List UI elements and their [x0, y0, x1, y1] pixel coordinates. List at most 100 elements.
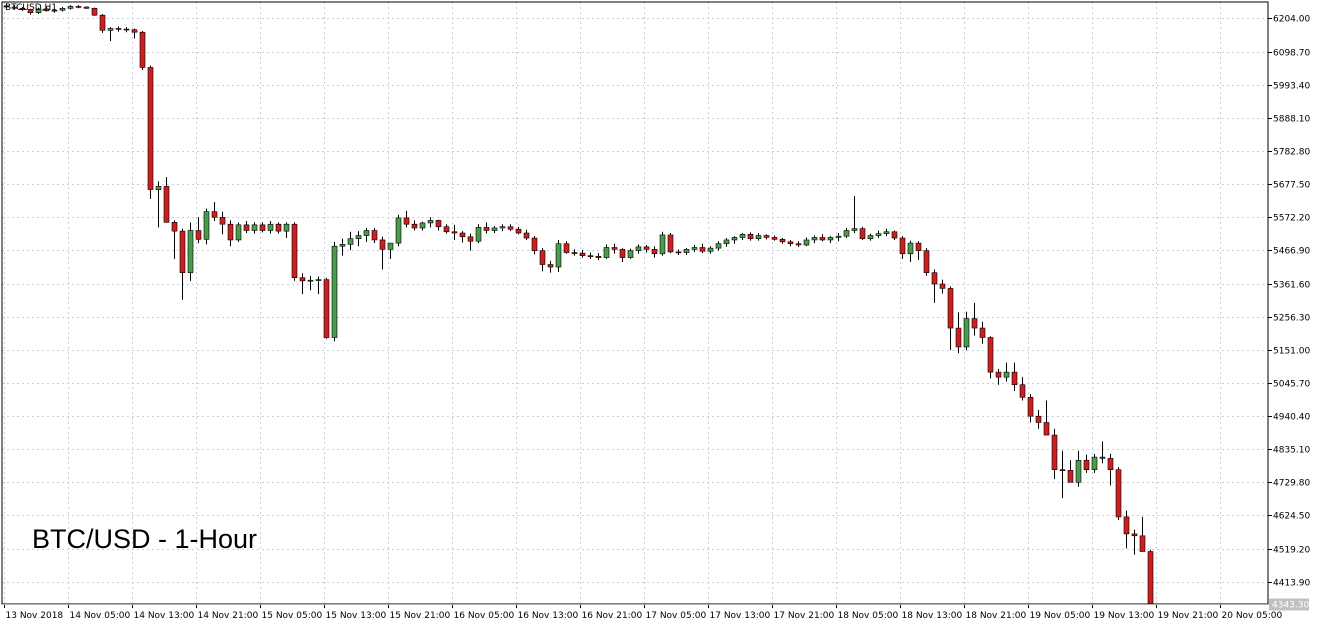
bear-candle-body — [483, 227, 490, 231]
candle — [787, 239, 794, 247]
bear-candle-body — [83, 6, 90, 9]
candle — [683, 248, 690, 256]
candle — [1123, 510, 1130, 549]
bull-candle-body — [739, 233, 746, 238]
bear-candle-body — [131, 29, 138, 33]
candle — [267, 221, 274, 234]
time-tick-label: 18 Nov 05:00 — [838, 611, 899, 621]
bear-candle-body — [219, 216, 226, 225]
candle — [307, 275, 314, 291]
time-tick-label: 15 Nov 05:00 — [262, 611, 323, 621]
time-tick-label: 14 Nov 13:00 — [134, 611, 195, 621]
candle — [531, 236, 538, 255]
candle — [667, 233, 674, 254]
candle — [1027, 394, 1034, 423]
bear-candle-body — [371, 230, 378, 241]
candle — [211, 202, 218, 222]
price-tick-label: 4729.80 — [1273, 479, 1310, 489]
bull-candle-body — [187, 230, 194, 273]
bull-candle-body — [731, 237, 738, 241]
candle — [403, 210, 410, 228]
plot-frame — [1, 1, 1269, 605]
bear-candle-body — [955, 327, 962, 348]
candle — [979, 321, 986, 344]
candle — [483, 222, 490, 234]
bull-candle-body — [67, 6, 74, 9]
bear-candle-body — [163, 186, 170, 223]
bear-candle-body — [1051, 434, 1058, 471]
candle — [291, 222, 298, 281]
bull-candle-body — [59, 7, 66, 11]
candle — [51, 8, 58, 13]
candle — [563, 241, 570, 254]
candle — [659, 231, 666, 256]
time-tick-label: 17 Nov 21:00 — [774, 611, 835, 621]
bull-candle-body — [907, 242, 914, 255]
candle — [123, 27, 130, 33]
time-tick-label: 19 Nov 21:00 — [1158, 611, 1219, 621]
bear-candle-body — [611, 247, 618, 250]
bull-candle-body — [363, 230, 370, 236]
candle — [547, 260, 554, 273]
candle — [875, 230, 882, 239]
bear-candle-body — [547, 264, 554, 268]
candle — [147, 65, 154, 200]
candle — [363, 227, 370, 242]
bear-candle-body — [515, 228, 522, 234]
candle — [1139, 516, 1146, 552]
bull-candle-body — [555, 243, 562, 268]
candle — [819, 234, 826, 242]
bear-candle-body — [115, 28, 122, 30]
bull-candle-body — [723, 239, 730, 245]
candle — [1147, 549, 1154, 606]
bear-candle-body — [595, 256, 602, 258]
time-tick-label: 13 Nov 2018 — [6, 611, 64, 621]
price-tick-label: 6204.00 — [1273, 15, 1310, 25]
candle — [739, 233, 746, 240]
candle — [939, 279, 946, 294]
bear-candle-body — [763, 235, 770, 238]
bear-candle-body — [971, 318, 978, 329]
candle — [923, 248, 930, 276]
bear-candle-body — [923, 250, 930, 273]
candle — [371, 227, 378, 244]
candle — [507, 224, 514, 232]
bear-candle-body — [91, 7, 98, 16]
time-tick-label: 16 Nov 13:00 — [518, 611, 579, 621]
bear-candle-body — [323, 279, 330, 338]
candle — [35, 7, 42, 14]
candle — [859, 226, 866, 240]
candle — [915, 241, 922, 261]
time-tick-label: 14 Nov 21:00 — [198, 611, 259, 621]
candle — [1131, 529, 1138, 555]
time-tick-label: 15 Nov 13:00 — [326, 611, 387, 621]
bear-candle-body — [1099, 456, 1106, 459]
bear-candle-body — [11, 6, 18, 9]
candle — [539, 248, 546, 272]
candle — [187, 222, 194, 281]
candle — [1083, 454, 1090, 473]
current-price-value: 4343.30 — [1272, 601, 1309, 611]
bear-candle-body — [891, 231, 898, 239]
bull-candle-body — [1075, 459, 1082, 483]
candle — [851, 195, 858, 234]
bear-candle-body — [1019, 384, 1026, 398]
bear-candle-body — [403, 217, 410, 225]
bear-candle-body — [123, 28, 130, 31]
candle — [827, 236, 834, 244]
candle — [331, 241, 338, 342]
candle — [987, 336, 994, 379]
bull-candle-body — [843, 230, 850, 237]
bear-candle-body — [411, 223, 418, 229]
price-tick-label: 5572.20 — [1273, 214, 1310, 224]
candle — [235, 222, 242, 242]
candle — [627, 248, 634, 259]
candle — [643, 244, 650, 253]
bull-candle-body — [339, 244, 346, 247]
candle — [651, 246, 658, 258]
bear-candle-body — [1131, 533, 1138, 537]
candle — [155, 181, 162, 228]
bear-candle-body — [899, 237, 906, 255]
candle — [227, 220, 234, 247]
